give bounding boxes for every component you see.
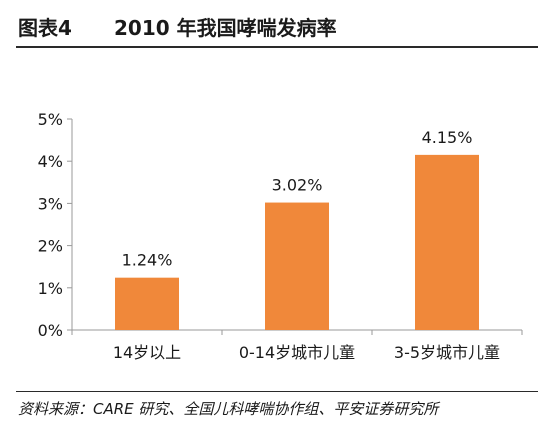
- y-tick-label: 2%: [38, 237, 63, 256]
- bar: [115, 277, 179, 330]
- source-divider: [16, 391, 538, 392]
- x-tick-label: 3-5岁城市儿童: [394, 343, 500, 362]
- bar-chart: 0% 1% 2% 3% 4% 5% 1.24% 14岁以上 3.02% 0-14岁城市儿童 4.15…: [38, 110, 523, 362]
- figure-label: 图表4: [18, 16, 72, 40]
- chart-area: 0% 1% 2% 3% 4% 5% 1.24% 14岁以上 3.02% 0-14岁城市儿童 4.15…: [0, 50, 554, 390]
- header-divider: [16, 46, 538, 48]
- x-tick-label: 0-14岁城市儿童: [239, 343, 355, 362]
- source-note: 资料来源：CARE 研究、全国儿科哮喘协作组、平安证券研究所: [18, 400, 439, 418]
- chart-title: 2010 年我国哮喘发病率: [114, 16, 337, 40]
- bar-data-label: 4.15%: [422, 128, 473, 147]
- bar: [265, 202, 329, 330]
- bar-data-label: 1.24%: [122, 251, 173, 270]
- y-tick-label: 4%: [38, 152, 63, 171]
- x-tick-label: 14岁以上: [113, 343, 181, 362]
- figure-header: 图表4 2010 年我国哮喘发病率: [0, 0, 554, 50]
- y-tick-label: 5%: [38, 110, 63, 129]
- y-tick-label: 3%: [38, 194, 63, 213]
- y-tick-label: 1%: [38, 279, 63, 298]
- bar: [415, 154, 479, 330]
- y-tick-label: 0%: [38, 321, 63, 340]
- bar-data-label: 3.02%: [272, 176, 323, 195]
